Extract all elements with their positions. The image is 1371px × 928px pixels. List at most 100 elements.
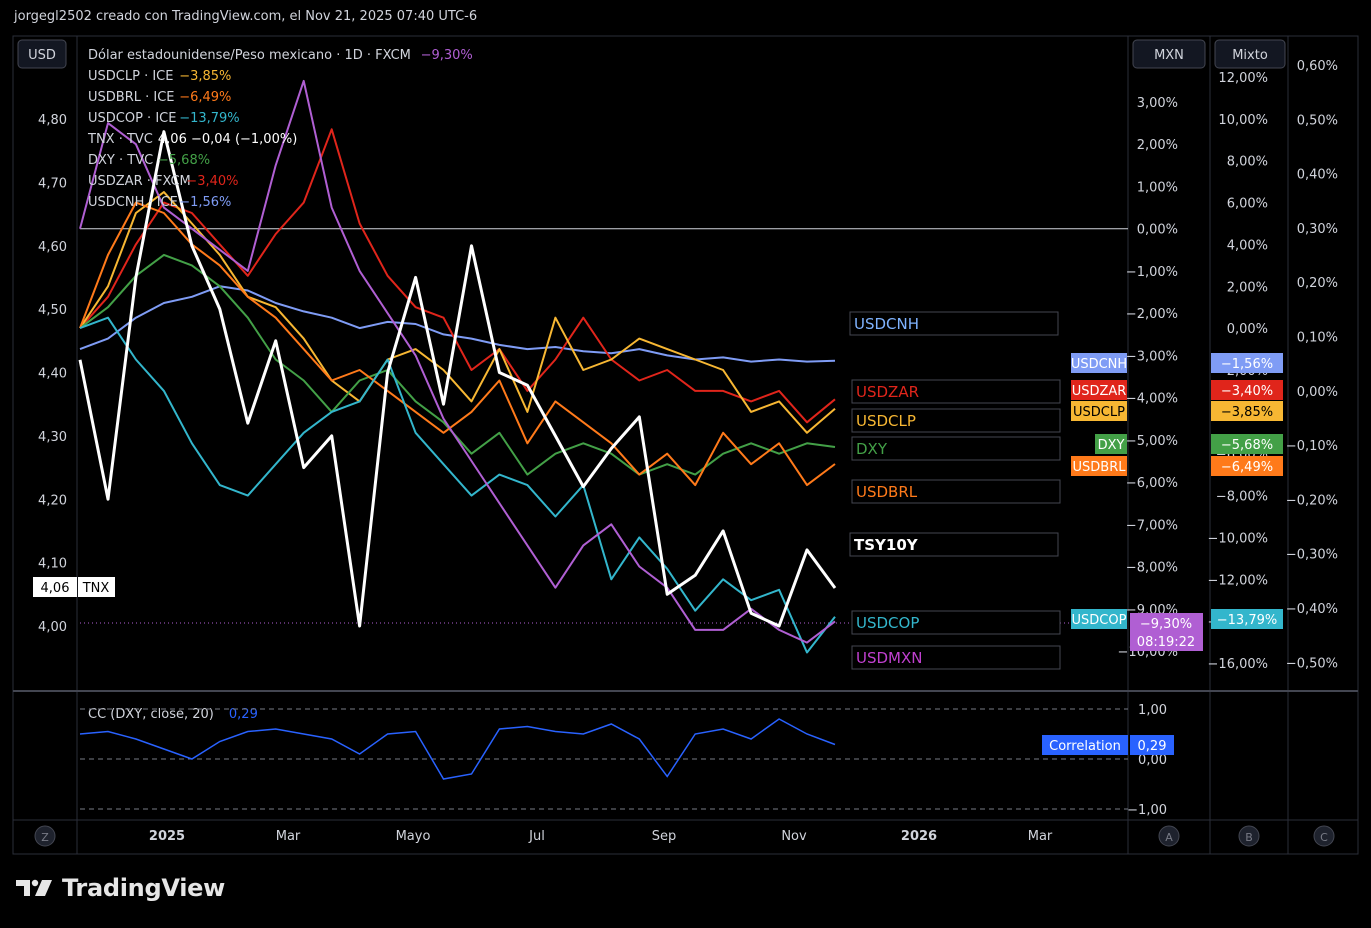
series-line-tnx: [78, 130, 837, 628]
auto-scale-c-button-label: C: [1320, 831, 1328, 844]
line-label-box-usdzar[interactable]: [851, 379, 1061, 404]
usd-axis-button-label: USD: [28, 48, 56, 63]
mixto-axis-tick: 10,00%: [1218, 113, 1268, 128]
tnx-price-tag[interactable]: [33, 577, 77, 597]
mixto-tag[interactable]: [1211, 609, 1283, 629]
mixto-axis-tick: 0,00%: [1227, 322, 1268, 337]
auto-scale-z-button-label: Z: [41, 831, 49, 844]
usdmxn-price-value: −9,30%: [1140, 617, 1192, 632]
mixto-axis-button[interactable]: [1214, 39, 1286, 69]
mixto-axis-tick: 6,00%: [1227, 197, 1268, 212]
mxn-axis-button-label: MXN: [1154, 48, 1184, 63]
right-axis-tick: −0,50%: [1286, 656, 1338, 671]
scale-tag-usdcop[interactable]: [1071, 609, 1127, 629]
series-line-usdcop: [79, 316, 836, 654]
mxn-axis-tick: −3,00%: [1126, 349, 1178, 364]
line-label-box-tsy10y[interactable]: [849, 532, 1059, 557]
usd-axis-button[interactable]: [17, 39, 67, 69]
mixto-axis-tick: 4,00%: [1227, 238, 1268, 253]
right-axis-tick: 0,20%: [1297, 276, 1338, 291]
legend-item-value: 4,06 −0,04 (−1,00%): [158, 132, 297, 147]
mixto-axis-tick: −10,00%: [1208, 531, 1268, 546]
legend-item-value: −1,56%: [179, 195, 231, 210]
correlation-tag[interactable]: [1042, 735, 1128, 755]
legend-item-label: DXY · TVC: [88, 153, 153, 168]
mixto-axis-tick: −12,00%: [1208, 573, 1268, 588]
mxn-axis-tick: −2,00%: [1126, 307, 1178, 322]
mixto-axis-tick: 2,00%: [1227, 280, 1268, 295]
mxn-axis-tick: −8,00%: [1126, 561, 1178, 576]
usdmxn-price-tag[interactable]: [1130, 613, 1203, 651]
mixto-tag-label: −13,79%: [1217, 613, 1277, 628]
legend-item-value: −9,30%: [421, 48, 473, 63]
auto-scale-a-button[interactable]: [1158, 825, 1180, 847]
indicator-axis-tick: 0,00: [1138, 753, 1167, 768]
legend-item-value: −5,68%: [158, 153, 210, 168]
mixto-axis-tick: 12,00%: [1218, 71, 1268, 86]
mxn-axis-tick: −7,00%: [1126, 518, 1178, 533]
mixto-tag[interactable]: [1211, 401, 1283, 421]
tradingview-logo[interactable]: TradingView: [14, 874, 225, 902]
left-axis-tick: 4,70: [38, 176, 67, 191]
mixto-tag-label: −3,85%: [1221, 405, 1273, 420]
auto-scale-b-button-label: B: [1245, 831, 1253, 844]
scale-tag-label: DXY: [1098, 438, 1125, 453]
mixto-tag[interactable]: [1211, 434, 1283, 454]
series-line-usdmxn: [79, 79, 836, 644]
time-axis-tick: 2025: [149, 829, 185, 844]
line-label-usdcnh: USDCNH: [854, 315, 919, 333]
line-label-box-usdbrl[interactable]: [851, 479, 1061, 504]
left-axis-tick: 4,50: [38, 303, 67, 318]
legend-item-label: USDZAR · FXCM: [88, 174, 191, 189]
mixto-tag-label: −1,56%: [1221, 357, 1273, 372]
scale-tag-label: USDBRL: [1073, 460, 1127, 475]
tnx-name-tag[interactable]: [78, 577, 115, 597]
time-axis-tick: Mar: [1028, 829, 1053, 844]
legend-item-value: −3,85%: [179, 69, 231, 84]
tradingview-logo-text: TradingView: [62, 874, 225, 902]
scale-tag-label: USDCLP: [1073, 405, 1125, 420]
scale-tag-usdbrl[interactable]: [1071, 456, 1127, 476]
scale-tag-label: USDZAR: [1072, 384, 1127, 399]
scale-tag-usdclp[interactable]: [1071, 401, 1127, 421]
auto-scale-z-button[interactable]: [34, 825, 56, 847]
line-label-box-usdcnh[interactable]: [849, 311, 1059, 336]
time-axis-tick: 2026: [901, 829, 937, 844]
mixto-axis-tick: 8,00%: [1227, 155, 1268, 170]
left-axis-tick: 4,30: [38, 430, 67, 445]
tnx-price-value: 4,06: [41, 581, 70, 596]
line-label-usdcop: USDCOP: [856, 614, 919, 632]
auto-scale-c-button[interactable]: [1313, 825, 1335, 847]
line-label-tsy10y: TSY10Y: [854, 536, 919, 554]
right-axis-tick: −0,20%: [1286, 493, 1338, 508]
line-label-box-usdcop[interactable]: [851, 610, 1061, 635]
left-axis-tick: 4,00: [38, 620, 67, 635]
mxn-axis-button[interactable]: [1132, 39, 1206, 69]
scale-tag-dxy[interactable]: [1095, 434, 1127, 454]
indicator-axis-tick: 1,00: [1138, 703, 1167, 718]
mxn-axis-tick: 2,00%: [1137, 138, 1178, 153]
scale-tag-usdcnh[interactable]: [1071, 353, 1127, 373]
mxn-axis-tick: 3,00%: [1137, 96, 1178, 111]
mixto-tag[interactable]: [1211, 353, 1283, 373]
line-label-box-usdmxn[interactable]: [851, 645, 1061, 670]
line-label-box-usdclp[interactable]: [851, 408, 1061, 433]
correlation-value-tag[interactable]: [1130, 735, 1174, 755]
scale-tag-usdzar[interactable]: [1071, 380, 1127, 400]
chart-attribution: jorgegl2502 creado con TradingView.com, …: [14, 9, 478, 24]
line-label-box-dxy[interactable]: [851, 436, 1061, 461]
legend-item-label: Dólar estadounidense/Peso mexicano · 1D …: [88, 48, 411, 63]
line-label-usdclp: USDCLP: [856, 412, 916, 430]
legend-item-label: TNX · TVC: [87, 132, 153, 147]
mixto-axis-tick: −8,00%: [1216, 490, 1268, 505]
mxn-axis-tick: 1,00%: [1137, 180, 1178, 195]
time-axis-tick: Jul: [528, 829, 545, 844]
right-axis-tick: −0,10%: [1286, 439, 1338, 454]
right-axis-tick: 0,50%: [1297, 113, 1338, 128]
mixto-tag[interactable]: [1211, 456, 1283, 476]
mixto-tag[interactable]: [1211, 380, 1283, 400]
auto-scale-b-button[interactable]: [1238, 825, 1260, 847]
mixto-axis-tick: −16,00%: [1208, 657, 1268, 672]
mxn-axis-tick: 0,00%: [1137, 223, 1178, 238]
